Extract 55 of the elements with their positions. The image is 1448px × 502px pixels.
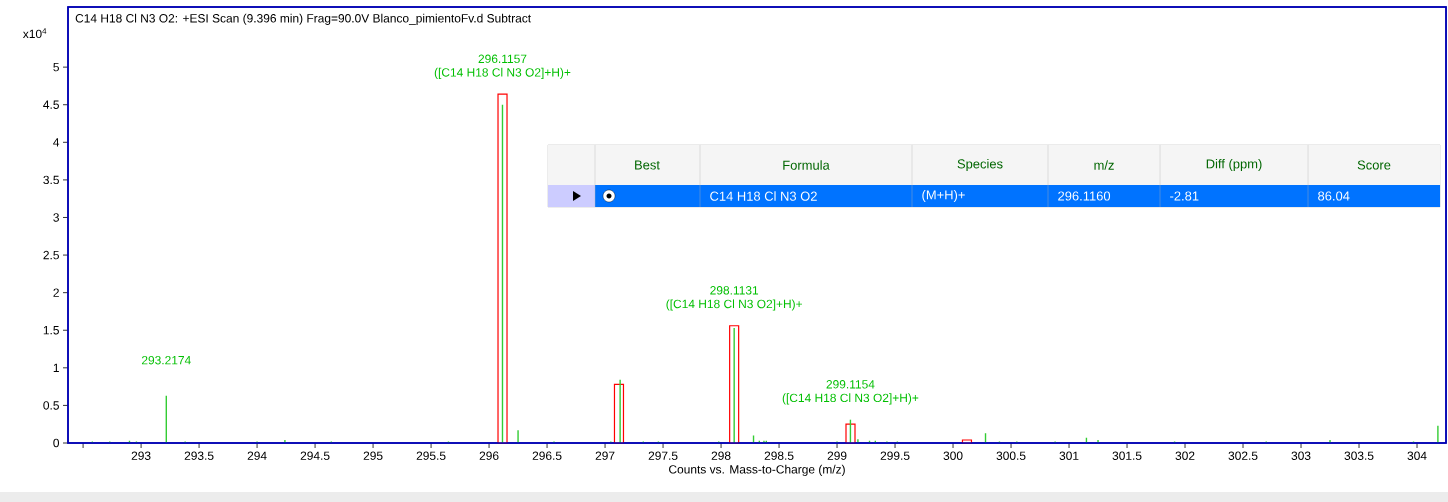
y-tick-label: 4.5	[43, 100, 59, 109]
x-tick-label: 298.5	[764, 451, 794, 460]
x-tick-label: 299	[827, 451, 847, 460]
y-tick-label: 3.5	[43, 175, 59, 185]
y-tick-label: 3	[53, 213, 59, 222]
x-tick-label: 295	[363, 451, 383, 460]
x-tick-label: 302.5	[1228, 451, 1258, 460]
x-tick-label: 304	[1407, 451, 1427, 460]
x-tick-label: 300.5	[996, 451, 1026, 460]
annotation: Formula	[783, 160, 830, 170]
y-tick-label: 0.5	[43, 401, 59, 410]
annotation: 296.1157	[478, 54, 527, 63]
annotation: ([C14 H18 Cl N3 O2]+H)+	[666, 299, 802, 311]
annotation: Species	[957, 158, 1003, 172]
x-tick-label: 299.5	[880, 451, 910, 460]
x-tick-label: 302	[1175, 451, 1195, 460]
y-tick-label: 2.5	[43, 250, 59, 260]
annotation: 299.1154	[826, 380, 875, 389]
x-tick-label: 298	[711, 451, 731, 460]
y-tick-label: 5	[53, 62, 59, 72]
x-tick-label: 303.5	[1344, 451, 1374, 460]
annotation: Diff (ppm)	[1206, 158, 1262, 172]
annotation: -2.81	[1170, 191, 1199, 201]
x-tick-label: 297	[595, 451, 615, 460]
annotation: m/z	[1094, 160, 1114, 170]
x-tick-label: 295.5	[416, 451, 446, 460]
x-tick-label: 301.5	[1112, 451, 1142, 460]
annotation: C14 H18 Cl N3 O2	[710, 191, 817, 201]
annotation: 296.1160	[1058, 191, 1111, 201]
x-tick-label: 294.5	[300, 451, 330, 460]
annotation: ([C14 H18 Cl N3 O2]+H)+	[782, 393, 919, 405]
x-tick-label: 296.5	[532, 451, 562, 460]
y-tick-label: 1.5	[43, 326, 59, 335]
x-tick-label: 293	[131, 451, 151, 460]
annotation: Score	[1357, 160, 1391, 170]
text: C14 H18 Cl N3 O2: +ESI Scan (9.396 min) Frag=90.0V Blanco_pimientoFv.d Subtract	[75, 13, 532, 25]
annotation: 86.04	[1318, 191, 1350, 201]
annotation: 298.1131	[710, 286, 759, 295]
annotation: (M+H)+	[922, 189, 965, 203]
x-tick-label: 301	[1059, 451, 1079, 460]
y-tick-label: 0	[53, 438, 60, 448]
annotation: Best	[635, 160, 660, 170]
annotation: ([C14 H18 Cl N3 O2]+H)+	[434, 67, 571, 79]
x-tick-label: 294	[247, 451, 267, 460]
y-tick-label: 1	[53, 363, 59, 372]
x-tick-label: 293.5	[184, 451, 214, 460]
x-tick-label: 300	[943, 451, 963, 460]
y-tick-label: 4	[53, 138, 60, 147]
y-axis-title: x10$^{4}$	[22, 28, 47, 39]
y-tick-label: 2	[53, 288, 59, 297]
x-axis-title: Counts vs. Mass-to-Charge (m/z)	[669, 464, 845, 476]
x-tick-label: 297.5	[648, 451, 678, 460]
x-tick-label: 303	[1291, 451, 1311, 460]
annotation: 293.2174	[141, 355, 191, 365]
x-tick-label: 296	[479, 451, 499, 460]
